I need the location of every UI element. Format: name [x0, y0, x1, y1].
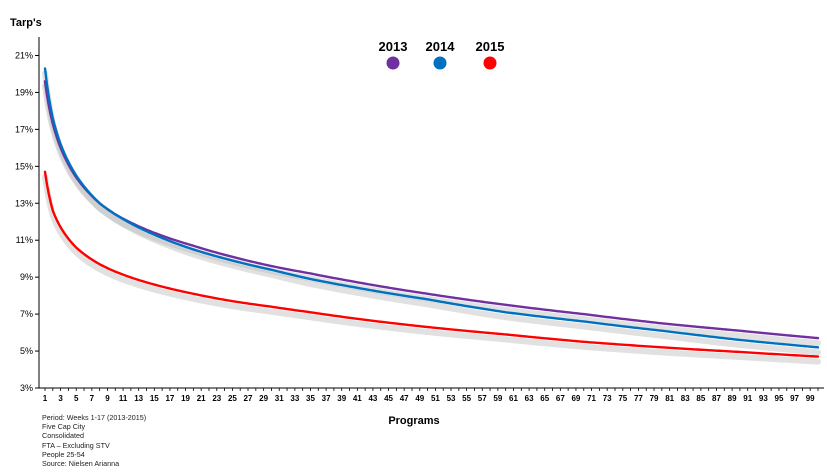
- y-tick-label: 3%: [20, 383, 33, 393]
- x-tick-label: 57: [478, 394, 487, 403]
- y-tick-label: 5%: [20, 346, 33, 356]
- legend-marker-2013: [386, 56, 400, 70]
- legend-label-2014: 2014: [426, 39, 456, 54]
- chart-notes: Period: Weeks 1-17 (2013-2015) Five Cap …: [42, 413, 146, 468]
- x-tick-label: 59: [493, 394, 502, 403]
- x-tick-label: 69: [571, 394, 580, 403]
- x-tick-label: 23: [212, 394, 221, 403]
- x-tick-label: 73: [603, 394, 612, 403]
- x-tick-label: 27: [244, 394, 253, 403]
- x-tick-label: 45: [384, 394, 393, 403]
- x-tick-label: 1: [43, 394, 48, 403]
- x-tick-label: 33: [290, 394, 299, 403]
- x-tick-label: 77: [634, 394, 643, 403]
- x-tick-label: 41: [353, 394, 362, 403]
- legend-marker-2014: [433, 56, 447, 70]
- x-tick-label: 65: [540, 394, 549, 403]
- note-market: Five Cap City: [42, 422, 86, 432]
- x-tick-label: 3: [58, 394, 63, 403]
- x-tick-label: 53: [447, 394, 456, 403]
- legend-label-2013: 2013: [379, 39, 408, 54]
- x-tick-label: 99: [806, 394, 815, 403]
- x-axis-title: Programs: [388, 415, 439, 427]
- x-tick-label: 29: [259, 394, 268, 403]
- x-tick-label: 11: [119, 394, 128, 403]
- note-type: Consolidated: [42, 431, 84, 441]
- x-tick-label: 17: [165, 394, 174, 403]
- x-tick-label: 21: [197, 394, 206, 403]
- x-tick-label: 15: [150, 394, 159, 403]
- x-tick-label: 39: [337, 394, 346, 403]
- y-tick-label: 15%: [15, 161, 33, 171]
- x-tick-label: 95: [775, 394, 784, 403]
- x-tick-label: 79: [650, 394, 659, 403]
- x-tick-label: 25: [228, 394, 237, 403]
- x-tick-label: 85: [696, 394, 705, 403]
- x-tick-label: 87: [712, 394, 721, 403]
- x-tick-label: 67: [556, 394, 565, 403]
- y-tick-label: 21%: [15, 50, 33, 60]
- x-tick-label: 31: [275, 394, 284, 403]
- x-tick-label: 49: [415, 394, 424, 403]
- note-source: Source: Nielsen Arianna: [42, 459, 120, 469]
- y-tick-label: 7%: [20, 309, 33, 319]
- y-tick-label: 13%: [15, 198, 33, 208]
- x-tick-label: 75: [618, 394, 627, 403]
- series-line-2014: [43, 67, 820, 349]
- x-tick-label: 37: [322, 394, 331, 403]
- x-tick-label: 43: [368, 394, 377, 403]
- series-shadow: [42, 70, 821, 356]
- x-tick-label: 81: [665, 394, 674, 403]
- note-channels: FTA – Excluding STV: [42, 440, 110, 450]
- x-tick-label: 19: [181, 394, 190, 403]
- x-tick-label: 51: [431, 394, 440, 403]
- x-tick-label: 61: [509, 394, 518, 403]
- series-shadow: [42, 173, 821, 365]
- x-tick-label: 13: [134, 394, 143, 403]
- x-axis: 1 3 5 7 9 11 13 15 17 19 21 23 25 27 29 31 33 35 37 39 41 43 4…: [43, 388, 819, 403]
- x-tick-label: 35: [306, 394, 315, 403]
- x-tick-label: 91: [743, 394, 752, 403]
- legend: 2013 2014 2015: [379, 39, 505, 70]
- x-tick-label: 9: [105, 394, 110, 403]
- x-tick-label: 63: [525, 394, 534, 403]
- legend-label-2015: 2015: [476, 39, 505, 54]
- x-tick-label: 71: [587, 394, 596, 403]
- x-tick-label: 5: [74, 394, 79, 403]
- x-tick-label: 89: [728, 394, 737, 403]
- x-tick-label: 55: [462, 394, 471, 403]
- note-period: Period: Weeks 1-17 (2013-2015): [42, 413, 147, 422]
- x-tick-label: 97: [790, 394, 799, 403]
- x-tick-label: 7: [90, 394, 95, 403]
- x-tick-label: 93: [759, 394, 768, 403]
- y-tick-label: 9%: [20, 272, 33, 282]
- x-tick-label: 47: [400, 394, 409, 403]
- note-demo: People 25-54: [42, 449, 85, 459]
- series-line-2013: [43, 80, 820, 340]
- legend-marker-2015: [483, 56, 497, 70]
- series-line-2015: [43, 170, 820, 358]
- y-axis-title: Tarp's: [10, 17, 42, 29]
- series-lines: [42, 67, 821, 365]
- x-tick-label: 83: [681, 394, 690, 403]
- y-axis: 3% 5% 7% 9% 11% 13% 15% 17% 19% 21%: [15, 50, 39, 393]
- y-tick-label: 19%: [15, 87, 33, 97]
- y-tick-label: 11%: [16, 235, 33, 245]
- y-tick-label: 17%: [15, 124, 33, 134]
